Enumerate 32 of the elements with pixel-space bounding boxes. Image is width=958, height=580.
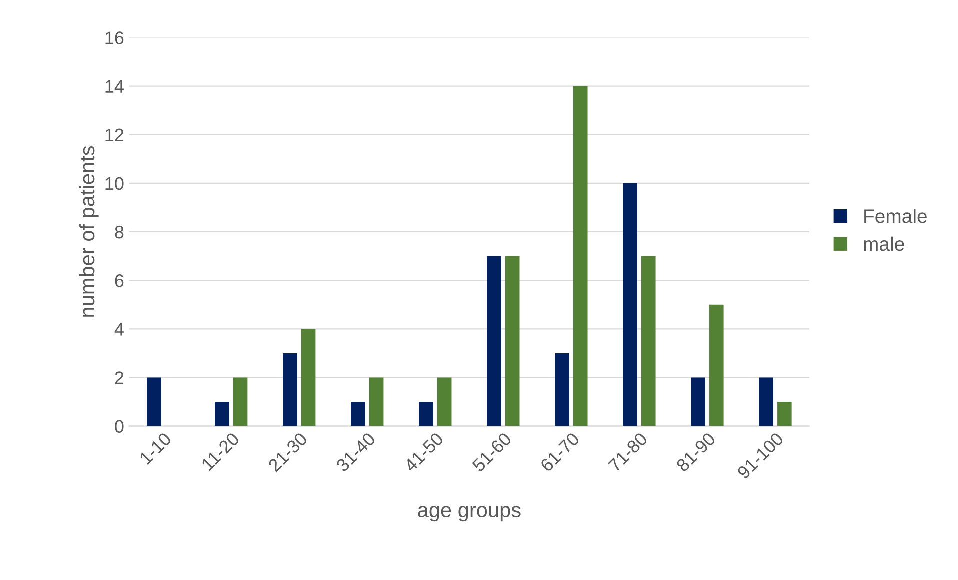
bar	[555, 353, 570, 426]
bar	[691, 378, 706, 426]
bar	[710, 304, 724, 426]
y-tick-label: 16	[106, 32, 124, 44]
y-tick-label: 12	[106, 128, 124, 142]
bar	[351, 402, 366, 426]
bar	[505, 256, 520, 426]
bar	[642, 256, 656, 426]
bar	[215, 402, 230, 426]
y-tick-label: 4	[114, 323, 124, 336]
y-tick-label: 8	[115, 226, 124, 239]
bar	[419, 402, 434, 426]
bar	[437, 378, 452, 426]
y-tick-label: 2	[115, 372, 124, 384]
y-tick-label: 10	[106, 177, 124, 190]
legend-label: Female	[864, 209, 927, 224]
bar	[147, 378, 162, 426]
legend-label: male	[864, 236, 904, 252]
bar	[301, 329, 316, 426]
bar	[487, 256, 502, 426]
x-axis-title: age groups	[418, 506, 521, 522]
y-tick-label: 14	[106, 80, 124, 93]
bar	[573, 86, 588, 426]
bar	[369, 378, 384, 426]
bar	[623, 183, 638, 426]
y-tick-label: 0	[115, 420, 124, 434]
y-axis-title: number of patients	[79, 146, 99, 317]
bar	[778, 402, 792, 426]
bar	[283, 353, 298, 426]
bar	[233, 378, 248, 426]
bar	[759, 378, 774, 426]
y-tick-label: 6	[115, 274, 124, 288]
